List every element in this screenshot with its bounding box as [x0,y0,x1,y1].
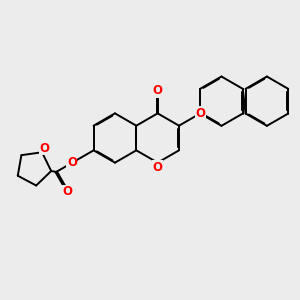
Text: O: O [153,160,163,174]
Text: O: O [153,84,163,97]
Text: O: O [39,142,49,154]
Text: O: O [195,107,205,120]
Text: O: O [67,156,77,170]
Text: O: O [63,185,73,198]
